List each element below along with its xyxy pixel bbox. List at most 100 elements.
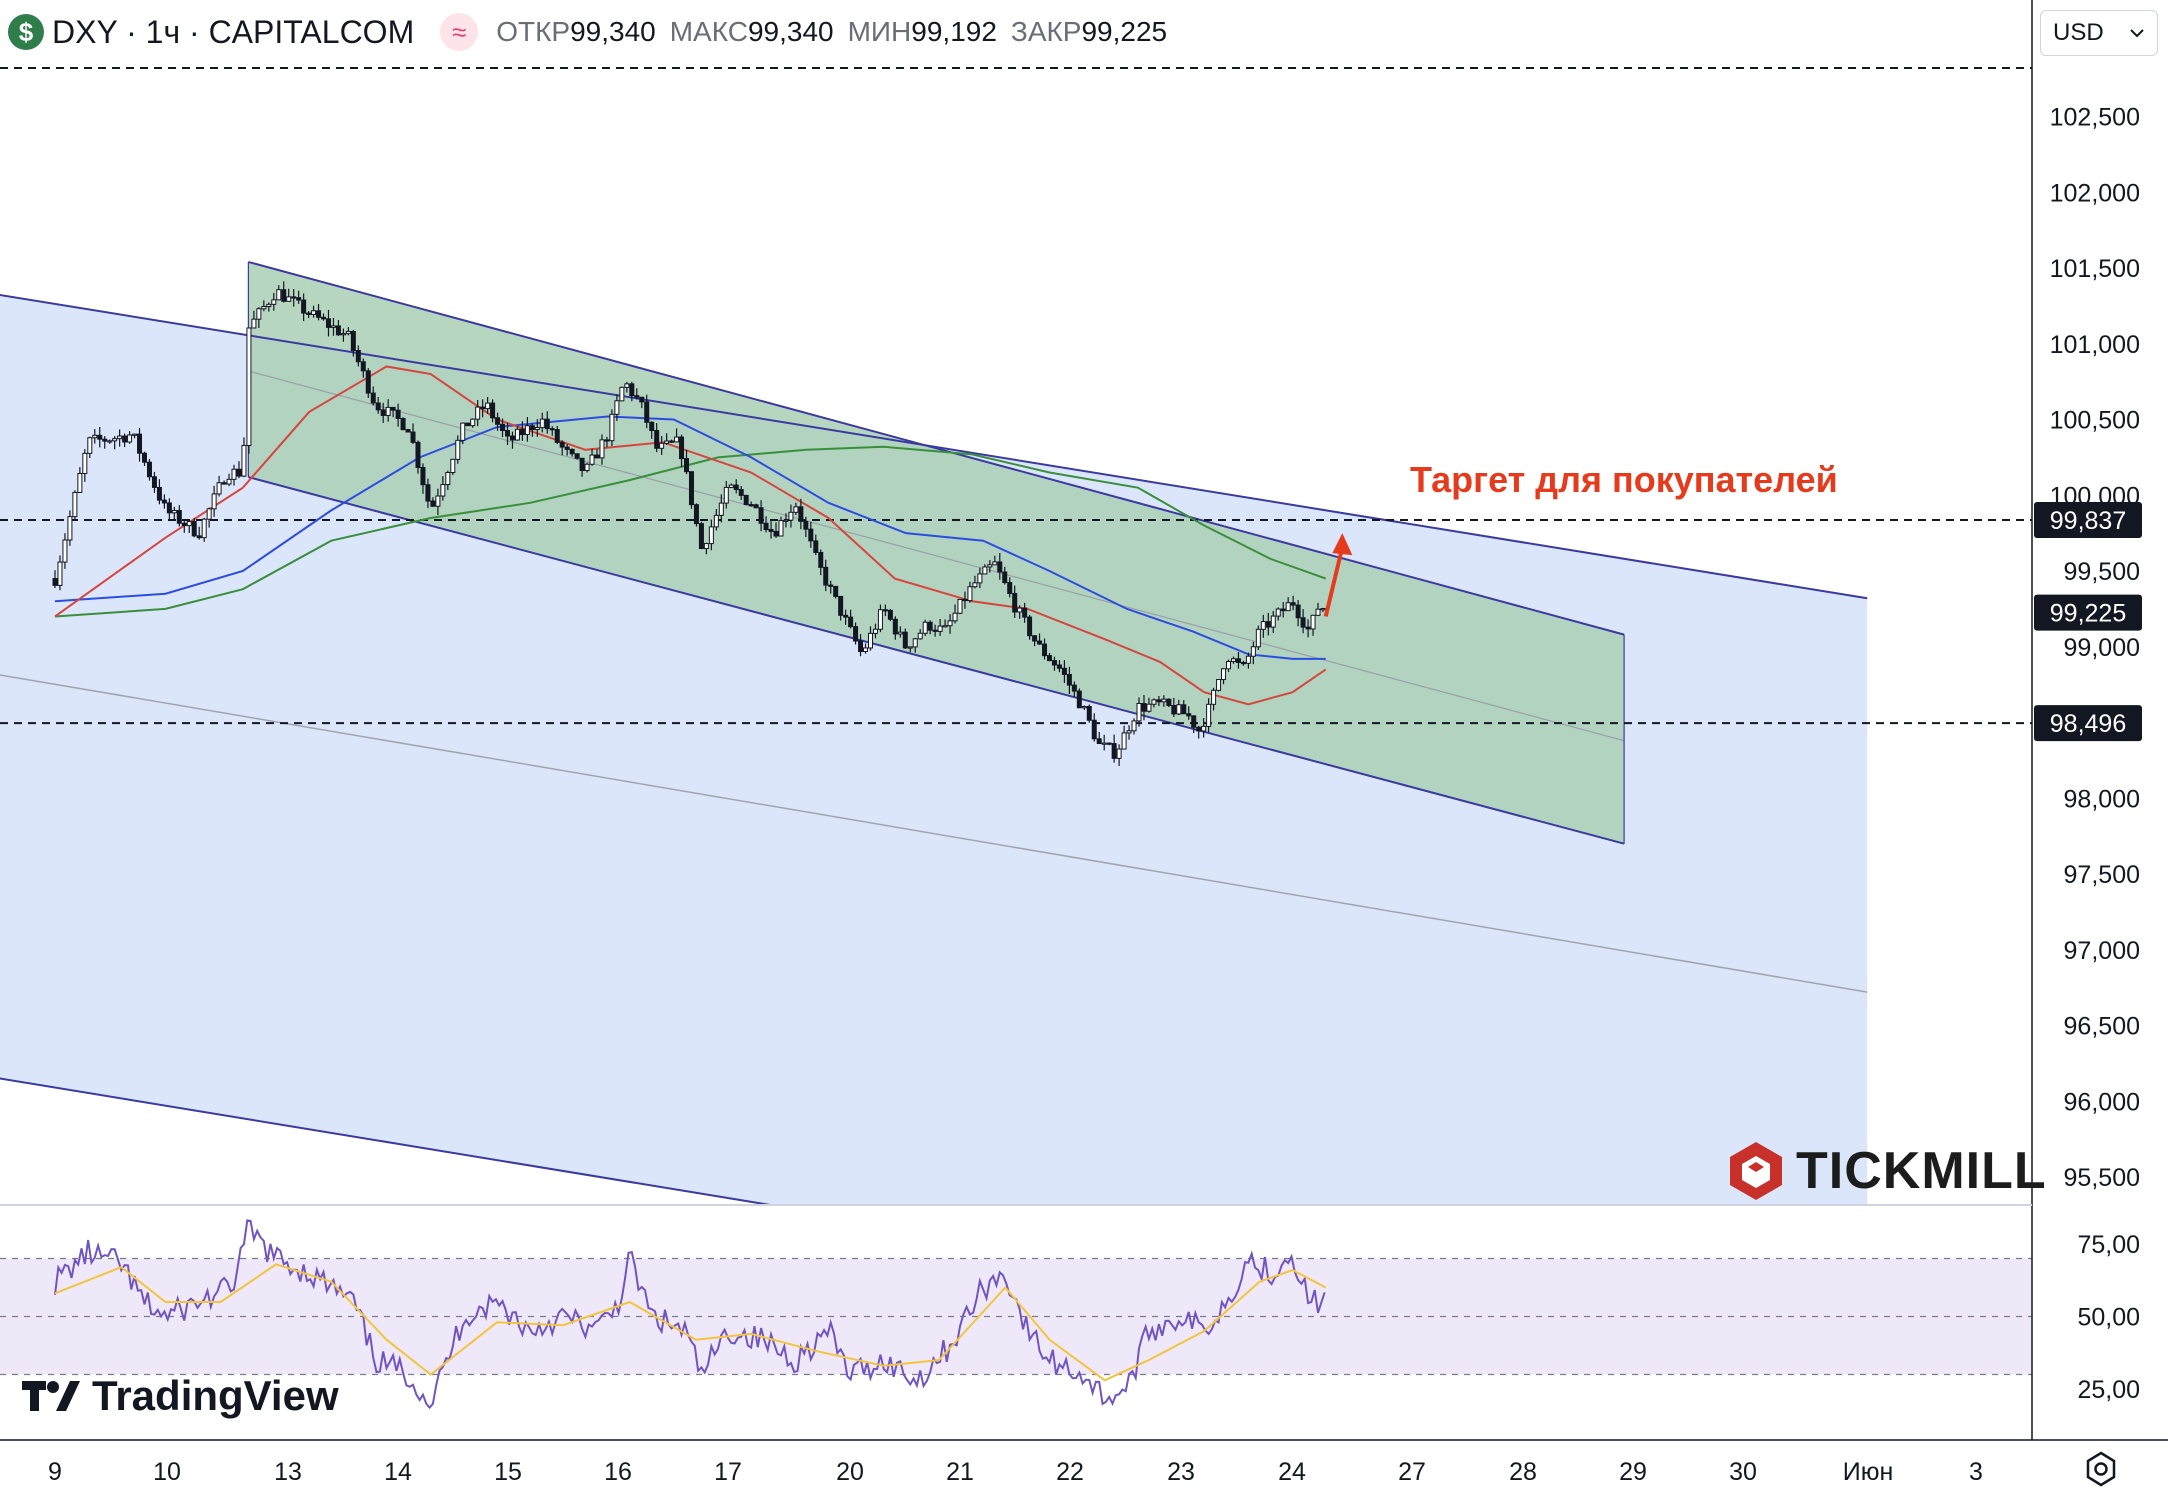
candle-body [1285,602,1291,612]
candle-body [67,516,73,541]
wave-icon[interactable]: ≈ [440,13,479,51]
candle-body [276,289,282,301]
candle-body [524,425,530,436]
candle-body [1206,703,1212,727]
candle-body [798,506,804,522]
candle-body [1037,640,1043,645]
tradingview-logo[interactable]: TradingView [22,1372,339,1420]
rsi-pane [0,1219,2032,1410]
candle-body [186,521,192,527]
low-label: МИН [847,16,912,47]
symbol-legend[interactable]: $ DXY · 1ч · CAPITALCOM ≈ ОТКР 99,340 МАК… [8,10,1167,54]
candle-body [534,427,540,431]
candle-body [887,609,893,620]
target-annotation: Таргет для покупателей [1410,459,1838,500]
candle-body [301,299,307,314]
candle-body [460,422,466,441]
time-tick-label: 22 [1056,1458,1084,1486]
candle-body [1260,621,1266,630]
symbol-title[interactable]: DXY · 1ч · CAPITALCOM [52,13,415,50]
time-tick-label: 28 [1509,1458,1537,1486]
price-label-bg-1 [2034,594,2142,631]
high-label: МАКС [669,16,748,47]
time-tick-label: 16 [604,1458,632,1486]
candle-body [1047,655,1052,662]
tickmill-mark-icon [1730,1142,1782,1200]
candle-body [127,434,133,443]
candle-body [738,489,744,496]
candle-body [57,561,63,586]
candle-body [1111,743,1117,759]
gear-icon[interactable] [2082,1450,2120,1488]
candle-body [773,530,779,537]
candle-body [142,452,148,463]
candle-body [62,539,68,563]
time-tick-label: 27 [1398,1458,1426,1486]
candle-body [286,296,292,302]
candle-body [161,499,167,504]
candle-body [1101,742,1107,745]
candle-body [316,310,322,318]
candle-body [614,400,620,415]
candle-body [485,402,491,410]
rsi-line [54,1219,1326,1410]
candle-body [1131,720,1137,732]
candle-body [743,494,749,506]
candle-body [629,383,635,397]
candle-body [1051,660,1057,666]
candle-body [410,431,416,443]
candle-body [480,406,486,410]
candle-body [664,440,670,444]
candle-body [833,585,839,597]
time-tick-label: 10 [153,1458,181,1486]
time-tick-label: Июн [1843,1458,1894,1486]
candle-body [1086,705,1092,721]
inner-channel-bottom [248,476,1625,845]
candle-body [340,333,346,336]
candle-body [291,296,297,299]
candle-body [867,632,873,649]
candle-body [500,423,506,432]
candle-body [350,330,356,352]
candle-body [117,435,123,440]
candle-body [853,626,859,642]
candle-body [693,504,699,525]
currency-select[interactable]: USD [2040,10,2158,56]
candle-body [360,361,366,372]
candle-body [589,454,595,465]
candle-body [838,595,844,616]
open-label: ОТКР [496,16,571,47]
price-tick-label: 99,000 [2064,634,2140,662]
candle-body [684,458,690,473]
candle-body [176,509,182,524]
candle-body [1250,646,1256,657]
rsi-tick-label: 75,00 [2077,1231,2140,1259]
price-tick-label: 101,000 [2050,331,2140,359]
candle-body [440,484,446,497]
candle-body [107,440,113,443]
candle-body [1320,608,1326,611]
candle-body [1216,679,1222,691]
candle-body [698,523,704,550]
candle-body [718,502,724,516]
candle-body [266,303,272,307]
candle-body [97,434,103,440]
candle-body [892,618,898,635]
candle-body [1171,705,1177,715]
close-label: ЗАКР [1010,16,1082,47]
candle-body [430,500,436,507]
candle-body [1061,667,1067,675]
candle-body [519,428,525,436]
candle-body [848,616,854,628]
candle-body [554,429,560,443]
candle-body [72,491,78,518]
rsi-tick-label: 50,00 [2077,1304,2140,1332]
candle-body [559,441,565,448]
candle-body [375,402,381,411]
candle-body [52,578,58,586]
candle-body [1121,732,1127,750]
candle-body [1126,730,1132,734]
candle-body [763,522,769,530]
low-value: 99,192 [911,16,997,47]
